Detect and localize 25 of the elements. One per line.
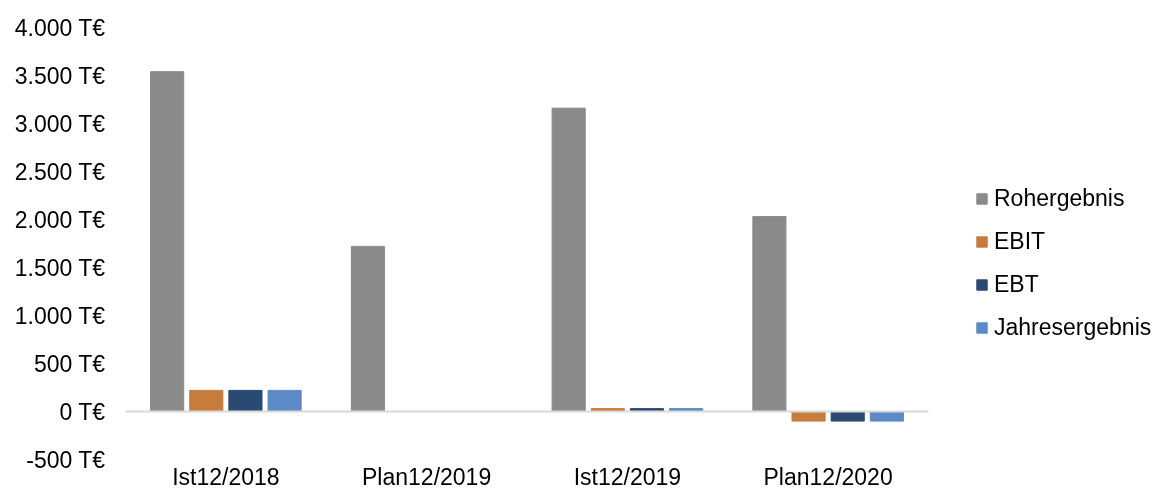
- y-tick-label: -500 T€: [26, 446, 106, 473]
- y-tick-label: 1.000 T€: [14, 302, 106, 329]
- bar: [189, 389, 224, 412]
- bar: [228, 389, 263, 412]
- x-tick-label: Ist12/2018: [172, 463, 280, 490]
- y-tick-label: 4.000 T€: [14, 14, 106, 41]
- x-tick-label: Plan12/2019: [362, 463, 492, 490]
- legend-label: Rohergebnis: [994, 185, 1125, 212]
- legend-label: EBT: [994, 271, 1039, 298]
- y-tick-label: 2.000 T€: [14, 206, 106, 233]
- y-tick-label: 1.500 T€: [14, 254, 106, 281]
- x-tick-label: Plan12/2020: [763, 463, 893, 490]
- y-tick-label: 0 T€: [59, 398, 106, 425]
- bar: [551, 107, 586, 412]
- bar: [350, 245, 385, 412]
- legend-label: EBIT: [994, 228, 1046, 255]
- bar: [752, 216, 787, 412]
- y-tick-label: 500 T€: [33, 350, 106, 377]
- bar: [150, 71, 185, 412]
- legend-label: Jahresergebnis: [994, 314, 1152, 341]
- x-tick-label: Ist12/2019: [573, 463, 682, 490]
- bar: [267, 389, 302, 412]
- y-tick-label: 3.500 T€: [14, 62, 106, 89]
- y-tick-label: 2.500 T€: [14, 158, 106, 185]
- y-tick-label: 3.000 T€: [14, 110, 106, 137]
